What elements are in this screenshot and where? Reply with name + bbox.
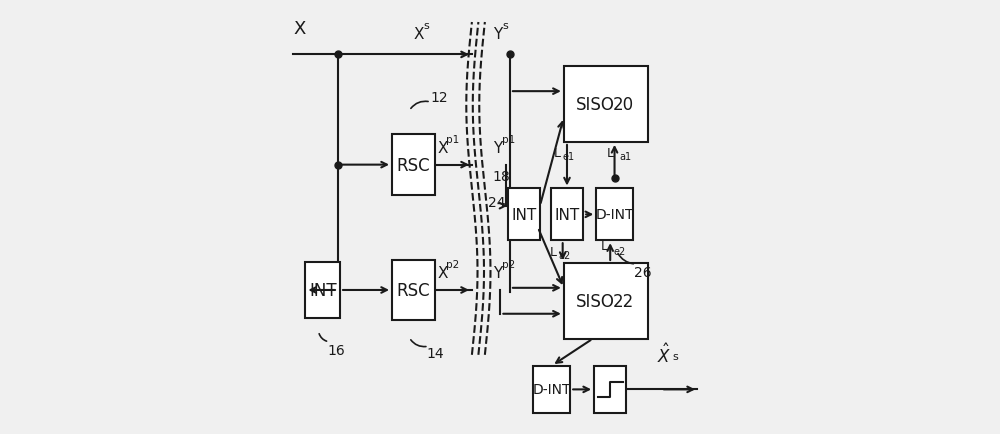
Text: $\hat{X}$: $\hat{X}$ bbox=[657, 342, 671, 366]
FancyBboxPatch shape bbox=[533, 366, 570, 413]
Text: 18: 18 bbox=[492, 169, 510, 183]
Text: s: s bbox=[673, 352, 679, 362]
Text: Y: Y bbox=[493, 266, 502, 281]
FancyBboxPatch shape bbox=[392, 260, 435, 320]
Text: L: L bbox=[601, 240, 608, 253]
Text: D-INT: D-INT bbox=[533, 382, 571, 397]
Text: RSC: RSC bbox=[397, 281, 430, 299]
Text: 14: 14 bbox=[427, 346, 444, 360]
Text: X: X bbox=[293, 20, 306, 38]
Text: SISO: SISO bbox=[576, 292, 615, 310]
Text: a2: a2 bbox=[558, 250, 571, 260]
Text: SISO: SISO bbox=[576, 96, 615, 114]
Text: s: s bbox=[423, 21, 429, 31]
Text: INT: INT bbox=[309, 281, 337, 299]
Text: L: L bbox=[607, 147, 614, 160]
Text: 12: 12 bbox=[430, 90, 448, 105]
Text: 22: 22 bbox=[613, 292, 634, 310]
Text: e1: e1 bbox=[563, 151, 575, 161]
FancyBboxPatch shape bbox=[305, 262, 340, 318]
Text: a1: a1 bbox=[620, 151, 632, 161]
Text: p1: p1 bbox=[502, 135, 515, 145]
FancyBboxPatch shape bbox=[564, 67, 648, 143]
FancyBboxPatch shape bbox=[564, 263, 648, 339]
Text: L: L bbox=[550, 245, 557, 258]
Text: 20: 20 bbox=[613, 96, 634, 114]
FancyBboxPatch shape bbox=[551, 189, 583, 241]
Text: D-INT: D-INT bbox=[595, 208, 634, 222]
Text: 16: 16 bbox=[327, 343, 345, 357]
FancyBboxPatch shape bbox=[508, 189, 540, 241]
FancyBboxPatch shape bbox=[392, 135, 435, 195]
Text: X: X bbox=[437, 141, 448, 156]
Text: p1: p1 bbox=[446, 135, 459, 145]
Text: p2: p2 bbox=[502, 260, 515, 270]
Text: Y: Y bbox=[493, 141, 502, 156]
Text: e2: e2 bbox=[614, 247, 626, 257]
Text: X: X bbox=[414, 27, 424, 43]
Text: 26: 26 bbox=[634, 265, 651, 279]
Text: 24: 24 bbox=[488, 195, 506, 209]
Text: INT: INT bbox=[554, 207, 580, 222]
Text: INT: INT bbox=[511, 207, 536, 222]
Text: p2: p2 bbox=[446, 260, 459, 270]
FancyBboxPatch shape bbox=[594, 366, 626, 413]
Text: RSC: RSC bbox=[397, 156, 430, 174]
Text: L: L bbox=[554, 147, 561, 160]
Text: X: X bbox=[437, 266, 448, 281]
FancyBboxPatch shape bbox=[596, 189, 633, 241]
Text: Y: Y bbox=[493, 27, 502, 43]
Text: s: s bbox=[502, 21, 508, 31]
